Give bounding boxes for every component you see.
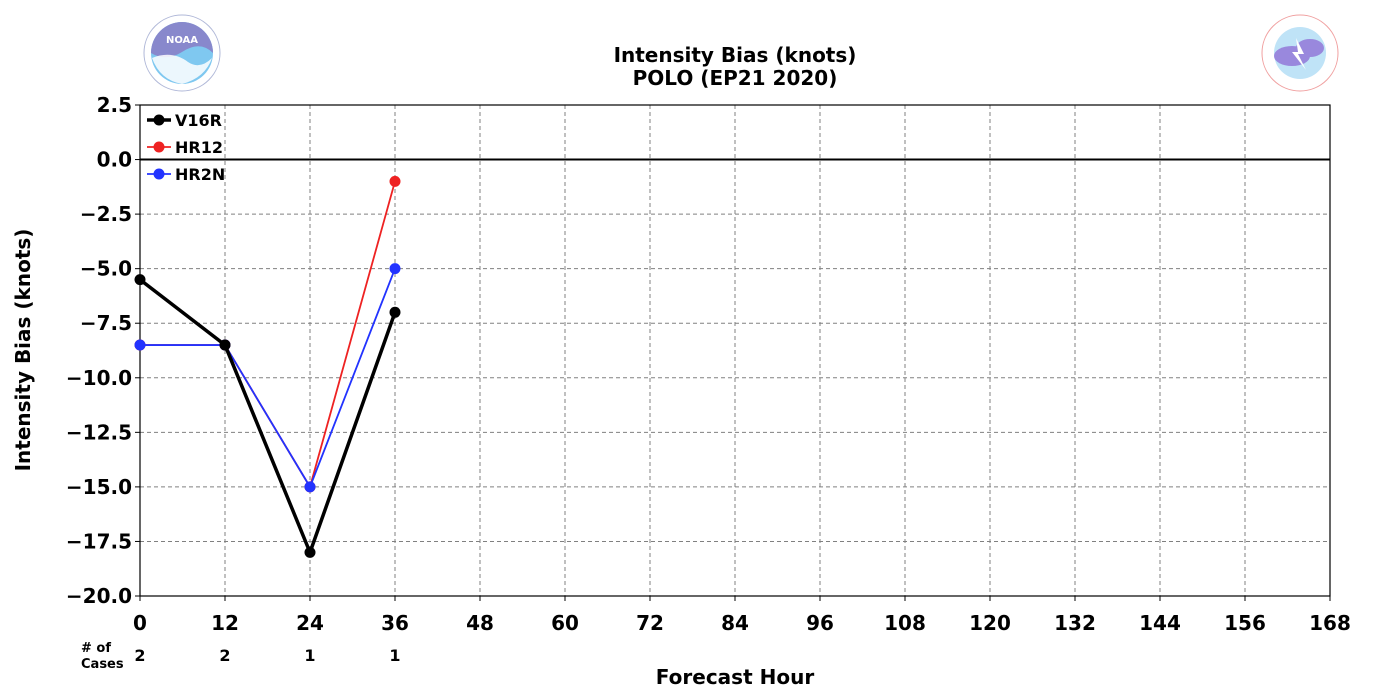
legend-label-hr12: HR12 xyxy=(175,138,223,157)
x-tick-label: 48 xyxy=(466,611,494,635)
y-tick-label: −15.0 xyxy=(66,475,132,499)
x-tick-label: 60 xyxy=(551,611,579,635)
noaa-logo: NOAA xyxy=(143,14,221,92)
y-tick-label: −12.5 xyxy=(66,420,132,444)
x-tick-label: 120 xyxy=(969,611,1011,635)
cases-counts: 2 2 1 1 xyxy=(134,646,400,665)
series-layer xyxy=(134,175,401,558)
x-tick-label: 84 xyxy=(721,611,749,635)
legend: V16R HR12 HR2N xyxy=(147,111,225,184)
noaa-logo-text: NOAA xyxy=(166,35,198,46)
data-point-v16r xyxy=(219,339,231,351)
cases-count: 1 xyxy=(304,646,315,665)
y-tick-label: −10.0 xyxy=(66,366,132,390)
cases-count: 2 xyxy=(219,646,230,665)
legend-marker-hr2n xyxy=(153,168,165,180)
y-tick-label: 0.0 xyxy=(97,148,132,172)
chart-title: Intensity Bias (knots) xyxy=(614,43,857,67)
x-axis-ticks: 0 12 24 36 48 60 72 84 96 108 120 132 144 156 168 xyxy=(133,596,1351,635)
y-tick-label: −7.5 xyxy=(80,311,132,335)
x-tick-label: 168 xyxy=(1309,611,1351,635)
data-point-v16r xyxy=(134,274,146,286)
series-line-v16r xyxy=(138,278,397,555)
cases-count: 2 xyxy=(134,646,145,665)
x-tick-label: 72 xyxy=(636,611,664,635)
nws-logo xyxy=(1261,14,1339,92)
x-tick-label: 132 xyxy=(1054,611,1096,635)
data-point-hr12 xyxy=(389,175,401,187)
data-point-v16r xyxy=(304,546,316,558)
x-tick-label: 144 xyxy=(1139,611,1181,635)
cases-count: 1 xyxy=(389,646,400,665)
data-point-v16r xyxy=(389,306,401,318)
x-tick-label: 108 xyxy=(884,611,926,635)
x-tick-label: 24 xyxy=(296,611,324,635)
x-axis-label: Forecast Hour xyxy=(656,665,815,689)
legend-label-v16r: V16R xyxy=(175,111,222,130)
y-tick-label: −17.5 xyxy=(66,529,132,553)
legend-label-hr2n: HR2N xyxy=(175,165,225,184)
series-line-hr2n xyxy=(140,268,396,488)
y-axis-ticks: 2.5 0.0 −2.5 −5.0 −7.5 −10.0 −12.5 −15.0 −17.5 −2… xyxy=(66,93,140,608)
data-point-hr2n xyxy=(389,263,401,275)
cases-label-line2: Cases xyxy=(81,657,124,672)
x-tick-label: 12 xyxy=(211,611,239,635)
grid-lines xyxy=(140,105,1330,596)
legend-marker-v16r xyxy=(153,114,165,126)
x-tick-label: 96 xyxy=(806,611,834,635)
y-tick-label: −5.0 xyxy=(80,257,132,281)
data-point-hr2n xyxy=(134,339,146,351)
x-tick-label: 156 xyxy=(1224,611,1266,635)
y-tick-label: 2.5 xyxy=(97,93,132,117)
x-tick-label: 36 xyxy=(381,611,409,635)
data-point-hr2n xyxy=(304,481,316,493)
cases-label-line1: # of xyxy=(81,641,111,656)
y-tick-label: −2.5 xyxy=(80,202,132,226)
y-tick-label: −20.0 xyxy=(66,584,132,608)
y-axis-label: Intensity Bias (knots) xyxy=(11,229,35,472)
legend-marker-hr12 xyxy=(153,141,165,153)
chart-subtitle: POLO (EP21 2020) xyxy=(633,66,838,90)
x-tick-label: 0 xyxy=(133,611,147,635)
